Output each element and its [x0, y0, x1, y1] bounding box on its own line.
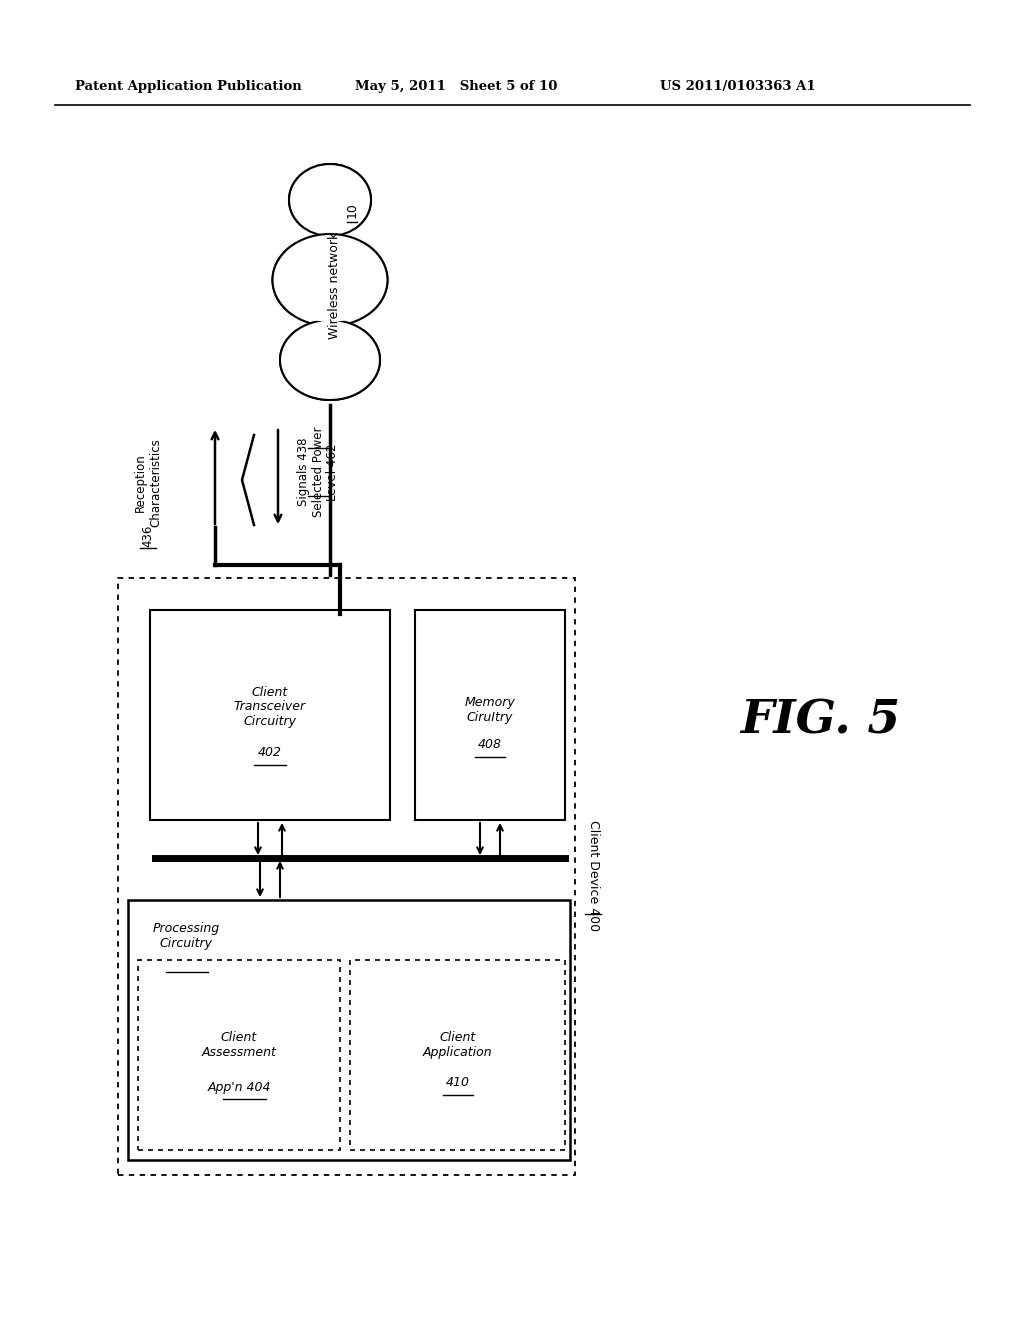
Text: US 2011/0103363 A1: US 2011/0103363 A1 — [660, 81, 816, 92]
Text: Patent Application Publication: Patent Application Publication — [75, 81, 302, 92]
Ellipse shape — [290, 305, 370, 335]
Text: May 5, 2011   Sheet 5 of 10: May 5, 2011 Sheet 5 of 10 — [355, 81, 557, 92]
Text: Memory
CiruItry: Memory CiruItry — [465, 696, 515, 723]
Text: 410: 410 — [445, 1077, 469, 1089]
Ellipse shape — [272, 234, 387, 326]
Ellipse shape — [289, 164, 371, 236]
Text: FIG. 5: FIG. 5 — [740, 697, 900, 743]
Ellipse shape — [284, 323, 376, 396]
Text: Client
Assessment: Client Assessment — [202, 1031, 276, 1059]
Text: App'n 404: App'n 404 — [207, 1081, 270, 1093]
Ellipse shape — [276, 238, 384, 322]
Ellipse shape — [280, 319, 380, 400]
Ellipse shape — [293, 168, 367, 232]
Text: 436: 436 — [141, 525, 155, 548]
Text: Reception
Characteristics: Reception Characteristics — [134, 438, 162, 528]
Bar — [150, 610, 390, 820]
Ellipse shape — [280, 319, 380, 400]
Text: Client
Transceiver
Circuitry: Client Transceiver Circuitry — [233, 685, 306, 729]
Ellipse shape — [272, 234, 387, 326]
Text: Processing
Circuitry: Processing Circuitry — [153, 921, 219, 950]
Text: 402: 402 — [258, 747, 282, 759]
Text: 408: 408 — [478, 738, 502, 751]
Ellipse shape — [289, 164, 371, 236]
Bar — [118, 578, 575, 1175]
Text: Wireless network: Wireless network — [329, 231, 341, 339]
Text: Client
Application: Client Application — [423, 1031, 493, 1059]
Text: 10: 10 — [345, 202, 358, 218]
Bar — [415, 610, 565, 820]
Bar — [138, 960, 340, 1150]
Text: Client Device 400: Client Device 400 — [587, 821, 599, 932]
Bar — [128, 900, 570, 1160]
Text: 406: 406 — [174, 960, 198, 973]
Ellipse shape — [295, 224, 365, 255]
Text: Signals 438
Selected Power
Level 462: Signals 438 Selected Power Level 462 — [297, 426, 340, 517]
Bar — [350, 960, 565, 1150]
